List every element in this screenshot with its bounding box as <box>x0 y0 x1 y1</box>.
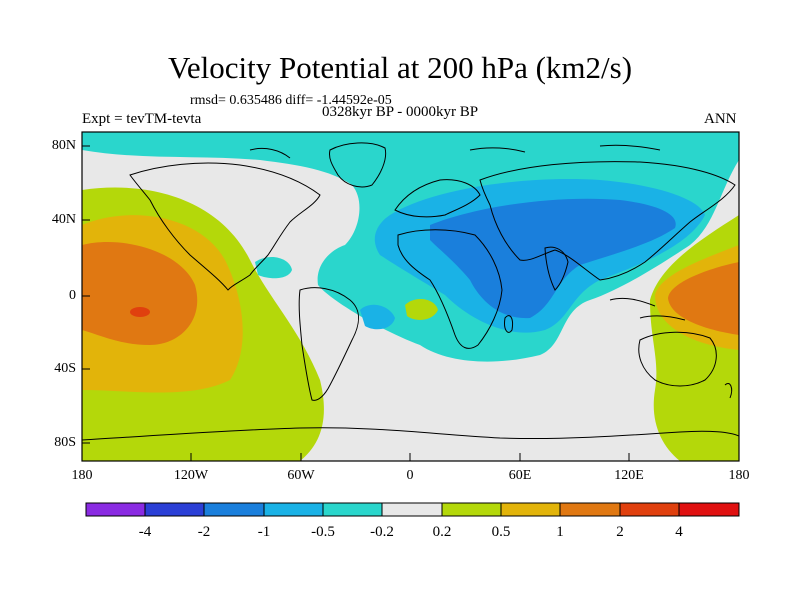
field-neg-0-5-americas <box>360 304 395 330</box>
lon-label-180e: 180 <box>728 468 750 483</box>
field-pos-1-east-pacific <box>82 241 198 345</box>
coast-new-zealand <box>724 383 733 399</box>
colorbar-label: -0.5 <box>311 524 335 540</box>
colorbar-swatch-9 <box>559 502 621 517</box>
coast-madagascar <box>504 315 513 333</box>
colorbar-swatch-6 <box>381 502 443 517</box>
lon-label-60e: 60E <box>508 468 532 483</box>
colorbar-label: -1 <box>257 524 271 540</box>
coast-antarctica <box>82 427 739 441</box>
stats-line: rmsd= 0.635486 diff= -1.44592e-05 <box>190 93 392 108</box>
colorbar-label: 2 <box>616 524 624 540</box>
colorbar-swatch-5 <box>322 502 383 517</box>
field-neg-0-2-caribbean <box>255 256 292 279</box>
period-label: 0328kyr BP - 0000kyr BP <box>322 104 479 120</box>
field-pos-1-west-pacific <box>668 262 739 335</box>
coast-greenland <box>329 142 387 188</box>
colorbar-label: 4 <box>675 524 683 540</box>
coast-africa <box>397 229 503 349</box>
coastline-layer <box>82 142 739 441</box>
coast-arctic-islands <box>249 144 661 159</box>
season-label: ANN <box>704 111 737 127</box>
lon-label-180w: 180 <box>71 468 93 483</box>
colorbar-swatch-7 <box>441 502 502 517</box>
lon-label-120e: 120E <box>614 468 644 483</box>
colorbar-swatch-2 <box>144 502 205 517</box>
coast-asia <box>479 161 736 281</box>
coast-south-america <box>298 287 359 401</box>
colorbar-swatch-8 <box>500 502 561 517</box>
coast-india <box>544 246 569 291</box>
colorbar-label: -0.2 <box>370 524 394 540</box>
lon-label-0: 0 <box>406 468 414 483</box>
experiment-label: Expt = tevTM-tevta <box>82 111 202 127</box>
colorbar-swatch-10 <box>619 502 680 517</box>
coast-europe <box>394 179 481 218</box>
contour-fill-layer <box>82 132 739 461</box>
colorbar-swatch-1 <box>85 502 146 517</box>
colorbar-label: 0.2 <box>432 524 452 540</box>
lat-label-40n: 40N <box>51 212 76 227</box>
colorbar <box>85 502 740 517</box>
map-title: Velocity Potential at 200 hPa (km2/s) <box>167 50 633 85</box>
lon-label-60w: 60W <box>287 468 315 483</box>
colorbar-label: 1 <box>556 524 564 540</box>
coast-north-america <box>129 162 321 291</box>
coast-australia <box>638 331 717 387</box>
field-pos-0-2-amazon <box>405 298 438 320</box>
lat-label-80s: 80S <box>54 435 76 450</box>
coast-indonesia <box>609 297 686 321</box>
colorbar-label: 0.5 <box>491 524 511 540</box>
axis-ticks <box>81 145 740 461</box>
lat-label-80n: 80N <box>51 138 76 153</box>
colorbar-label: -2 <box>197 524 211 540</box>
lat-label-40s: 40S <box>54 361 76 376</box>
colorbar-swatch-4 <box>263 502 324 517</box>
colorbar-swatch-11 <box>678 502 740 517</box>
colorbar-label: -4 <box>138 524 152 540</box>
lon-label-120w: 120W <box>173 468 209 483</box>
lat-label-0: 0 <box>69 288 76 303</box>
field-neg-1-main <box>430 198 676 319</box>
colorbar-swatch-3 <box>203 502 265 517</box>
field-pos-2-east-pacific <box>130 307 150 317</box>
